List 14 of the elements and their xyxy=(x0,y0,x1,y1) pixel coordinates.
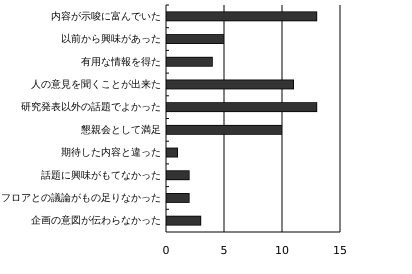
y-tick-label: 企画の意図が伝わらなかった xyxy=(31,214,161,227)
x-tick-label: 10 xyxy=(275,244,289,257)
y-tick-label: 期待した内容と違った xyxy=(61,146,161,159)
y-tick-label: 話題に興味がもてなかった xyxy=(41,169,161,182)
x-tick-label: 15 xyxy=(333,244,347,257)
y-tick-label: 懇親会として満足 xyxy=(80,124,161,136)
x-tick-label: 0 xyxy=(162,244,170,257)
x-tick-label: 5 xyxy=(220,244,228,257)
y-tick-label: 研究発表以外の話題でよかった xyxy=(21,101,161,114)
y-tick-label: 有用な情報を得た xyxy=(81,56,161,68)
y-tick-label: 人の意見を聞くことが出来た xyxy=(31,78,161,90)
y-tick-label: 内容が示唆に富んでいた xyxy=(51,10,161,22)
y-tick-label: 以前から興味があった xyxy=(61,33,161,46)
y-tick-label: フロアとの議論がもの足りなかった xyxy=(1,192,161,204)
